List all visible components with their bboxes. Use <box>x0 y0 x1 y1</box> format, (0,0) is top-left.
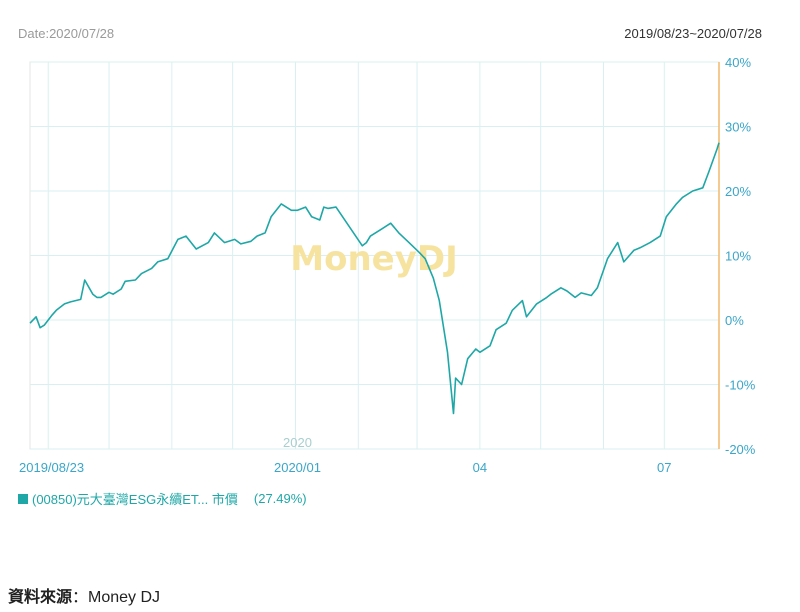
grid-layer <box>29 61 720 450</box>
legend-swatch <box>18 493 28 504</box>
date-label: Date:2020/07/28 <box>18 26 115 41</box>
source-value: Money DJ <box>88 589 161 606</box>
x-tick-label: 2020/01 <box>274 460 321 475</box>
x-tick-label: 07 <box>657 460 671 475</box>
chart-legend: (00850)元大臺灣ESG永續ET... 市價 (27.49%) <box>18 489 307 508</box>
y-tick-label: 30% <box>725 120 751 135</box>
y-tick-label: 10% <box>725 249 751 264</box>
y-tick-label: 0% <box>725 313 744 328</box>
series-layer <box>29 142 720 415</box>
y-tick-label: -20% <box>725 442 756 457</box>
x-tick-label: 2019/08/23 <box>19 460 84 475</box>
source-label: 資料來源 <box>8 589 73 606</box>
y-tick-label: 20% <box>725 184 751 199</box>
watermark-text: MoneyDJ <box>290 239 458 279</box>
year-marker-label: 2020 <box>283 435 312 450</box>
legend-series-label: (00850)元大臺灣ESG永續ET... 市價 <box>32 492 238 507</box>
y-tick-label: 40% <box>725 55 751 70</box>
series-line <box>29 142 720 415</box>
y-tick-label: -10% <box>725 378 756 393</box>
date-range-label: 2019/08/23~2020/07/28 <box>624 26 762 41</box>
x-tick-label: 04 <box>473 460 487 475</box>
source-separator: ： <box>72 589 89 606</box>
axes-layer: 40% 30% 20% 10% 0% -10% -20% 2019/08/23 2020/01 0… <box>19 55 756 475</box>
legend-percent: (27.49%) <box>253 491 307 506</box>
price-chart: 40% 30% 20% 10% 0% -10% -20% 2019/08/23 2020/01 0… <box>19 55 756 475</box>
source-line: 資料來源：Money DJ <box>8 583 160 607</box>
